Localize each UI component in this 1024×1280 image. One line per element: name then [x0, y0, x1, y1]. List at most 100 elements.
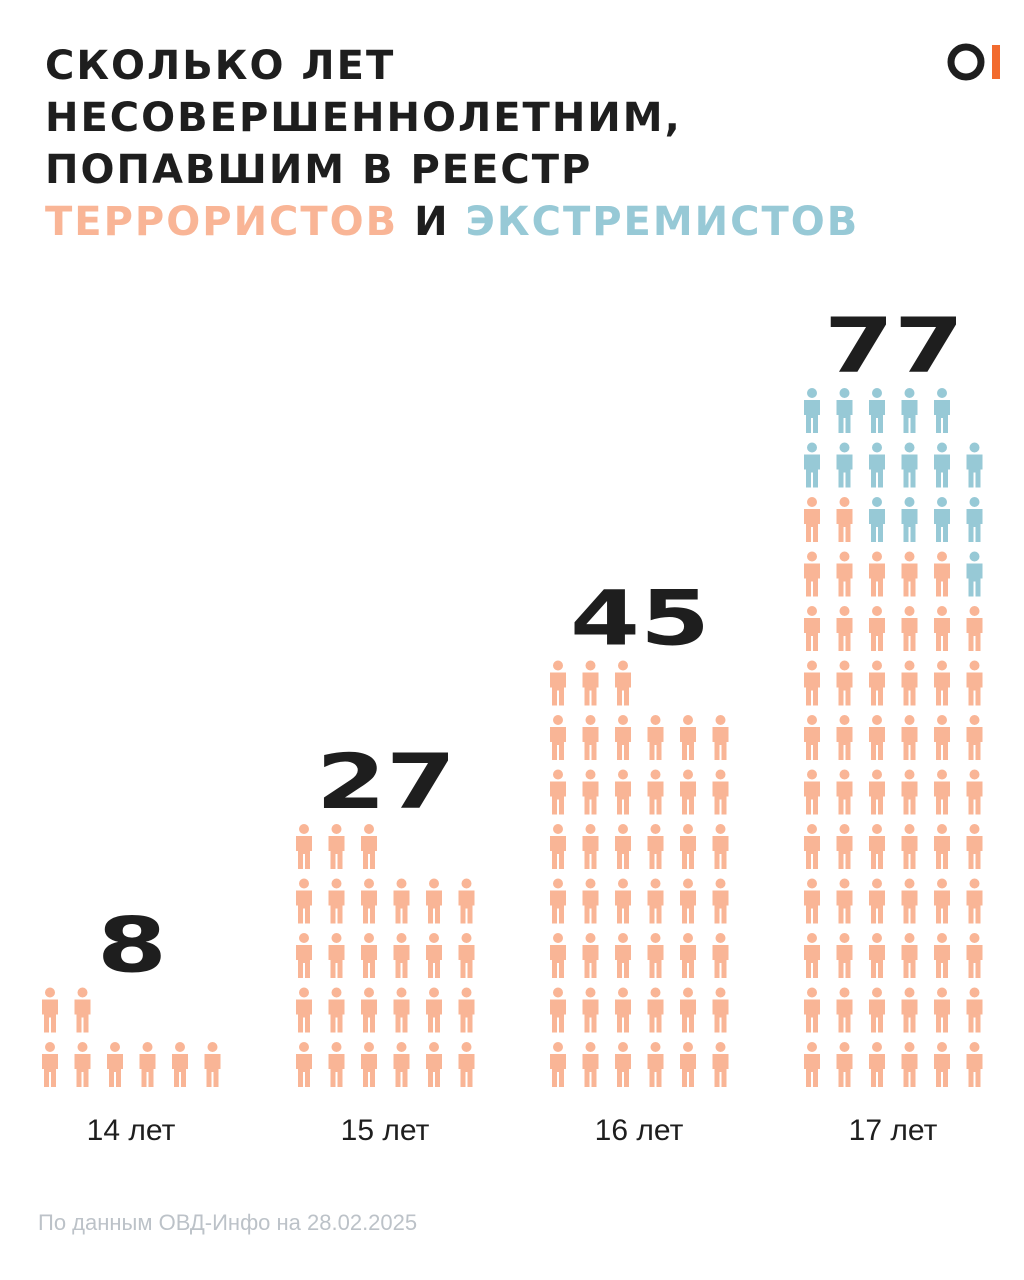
person-icon	[804, 606, 820, 651]
person-icon	[426, 987, 442, 1033]
person-icon	[139, 1042, 156, 1087]
person-icon	[869, 769, 885, 815]
person-icon	[836, 388, 853, 433]
person-icon	[550, 878, 566, 924]
person-icon	[869, 715, 885, 760]
person-icon	[647, 933, 664, 978]
person-icon	[426, 878, 442, 924]
person-icon	[550, 1042, 566, 1087]
person-icon	[836, 497, 853, 542]
person-icon	[647, 769, 664, 815]
person-icon	[966, 442, 983, 488]
person-icon	[393, 933, 410, 978]
title-line-3: ПОПАВШИМ В РЕЕСТР	[45, 147, 593, 193]
person-icon	[934, 878, 950, 924]
person-icon	[836, 551, 853, 597]
person-icon	[804, 933, 820, 978]
person-icon	[615, 878, 631, 924]
person-icon	[615, 660, 631, 706]
person-icon	[550, 660, 566, 706]
person-icon	[934, 987, 950, 1033]
person-icon	[582, 933, 599, 978]
person-icon	[901, 1042, 918, 1087]
person-icon	[647, 987, 664, 1033]
person-icon	[869, 933, 885, 978]
person-icon	[42, 1042, 58, 1087]
person-icon	[647, 1042, 664, 1087]
category-label: 15 лет	[341, 1114, 430, 1147]
person-icon	[869, 1042, 885, 1087]
person-icon	[934, 442, 950, 488]
category-label: 14 лет	[87, 1114, 176, 1147]
person-icon	[901, 933, 918, 978]
person-icon	[836, 878, 853, 924]
person-icon	[901, 824, 918, 869]
person-icon	[712, 987, 729, 1033]
person-icon	[804, 497, 820, 542]
person-icon	[901, 606, 918, 651]
person-icon	[361, 1042, 377, 1087]
person-icon	[869, 388, 885, 433]
person-icon	[458, 878, 475, 924]
person-icon	[901, 551, 918, 597]
person-icon	[712, 1042, 729, 1087]
total-label: 8	[97, 901, 167, 990]
person-icon	[804, 824, 820, 869]
person-icon	[966, 769, 983, 815]
person-icon	[361, 824, 377, 869]
person-icon	[550, 769, 566, 815]
person-icon	[966, 1042, 983, 1087]
person-icon	[966, 987, 983, 1033]
pictogram-chart: 8 14 лет 27 15 лет 45 16 лет 77 17 лет	[42, 301, 983, 1147]
person-icon	[869, 551, 885, 597]
person-icon	[804, 715, 820, 760]
person-icon	[361, 987, 377, 1033]
person-icon	[901, 497, 918, 542]
person-icon	[804, 987, 820, 1033]
total-label: 27	[316, 737, 456, 826]
person-icon	[934, 1042, 950, 1087]
person-icon	[901, 987, 918, 1033]
person-icon	[836, 1042, 853, 1087]
person-icon	[901, 878, 918, 924]
person-icon	[901, 769, 918, 815]
person-icon	[869, 442, 885, 488]
chart-title: СКОЛЬКО ЛЕТ НЕСОВЕРШЕННОЛЕТНИМ, ПОПАВШИМ…	[45, 40, 859, 248]
person-icon	[328, 824, 345, 869]
person-icon	[934, 933, 950, 978]
person-icon	[458, 1042, 475, 1087]
person-icon	[712, 878, 729, 924]
person-icon	[836, 660, 853, 706]
person-icon	[550, 824, 566, 869]
person-icon	[901, 388, 918, 433]
person-icon	[42, 987, 58, 1033]
person-icon	[836, 769, 853, 815]
person-icon	[680, 933, 696, 978]
person-icon	[204, 1042, 221, 1087]
person-icon	[680, 878, 696, 924]
person-icon	[934, 388, 950, 433]
person-icon	[74, 987, 91, 1033]
person-icon	[869, 987, 885, 1033]
person-icon	[680, 987, 696, 1033]
person-icon	[393, 878, 410, 924]
person-icon	[804, 551, 820, 597]
person-icon	[869, 660, 885, 706]
person-icon	[869, 824, 885, 869]
person-icon	[836, 987, 853, 1033]
person-icon	[458, 987, 475, 1033]
person-icon	[615, 769, 631, 815]
person-icon	[804, 1042, 820, 1087]
person-icon	[172, 1042, 188, 1087]
person-icon	[836, 715, 853, 760]
person-icon	[934, 715, 950, 760]
person-icon	[361, 933, 377, 978]
person-icon	[804, 442, 820, 488]
total-label: 45	[570, 574, 710, 663]
person-icon	[804, 878, 820, 924]
person-icon	[966, 660, 983, 706]
person-icon	[966, 715, 983, 760]
person-icon	[680, 1042, 696, 1087]
person-icon	[74, 1042, 91, 1087]
person-icon	[836, 933, 853, 978]
